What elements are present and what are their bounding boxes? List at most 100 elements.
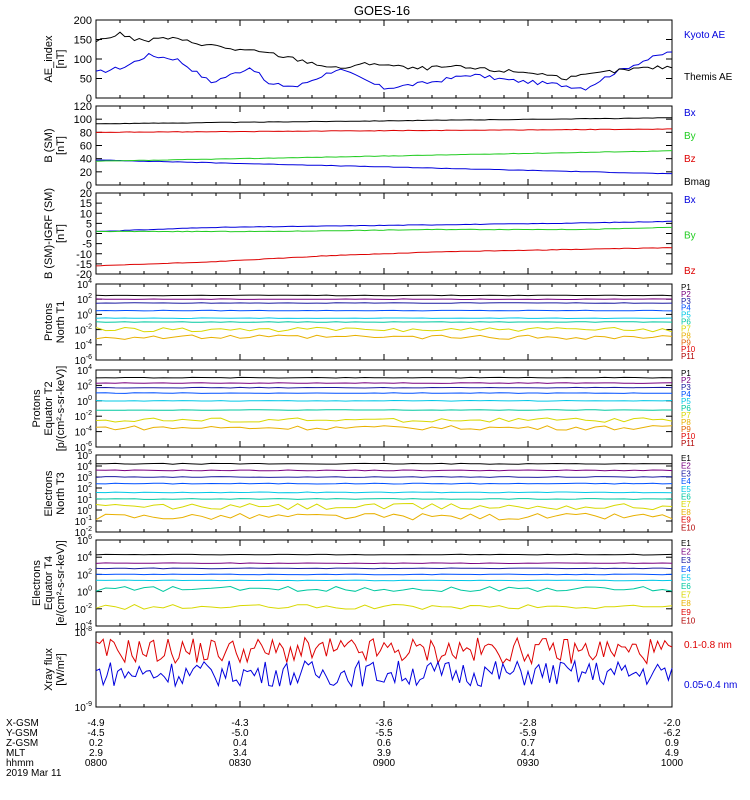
- channel-label: E6: [681, 582, 691, 591]
- channel-label: P5: [681, 397, 691, 406]
- channel-label: P10: [681, 432, 696, 441]
- y-tick-label: -15: [76, 259, 92, 271]
- channel-label: E3: [681, 556, 691, 565]
- y-tick-label: 10-9: [75, 701, 92, 714]
- y-axis-label: [e/(cm²-s-sr-keV)]: [55, 540, 67, 626]
- x-tick-label: -6.2: [663, 728, 681, 739]
- panel-frame: [95, 454, 673, 533]
- channel-line-p1: [95, 294, 673, 297]
- channel-line-e6: [95, 498, 673, 500]
- x-tick-label: -2.8: [519, 718, 537, 729]
- x-tick-label: 0.2: [89, 738, 103, 749]
- y-axis-label: Equator T4: [43, 556, 55, 610]
- y-axis-label: Equator T2: [43, 381, 55, 435]
- x-row-label: hhmm: [6, 758, 34, 769]
- y-axis-label: [p/(cm²-s-sr-keV)]: [55, 366, 67, 452]
- x-tick-label: -5.0: [231, 728, 249, 739]
- panel-frame: [95, 369, 673, 448]
- y-tick-label: 106: [77, 534, 92, 547]
- x-row-label: Z-GSM: [6, 738, 38, 749]
- y-axis-label: [nT]: [55, 50, 67, 69]
- y-tick-label: 102: [77, 293, 92, 306]
- y-tick-label: -5: [82, 239, 92, 251]
- channel-label: E2: [681, 548, 691, 557]
- channel-label: P6: [681, 318, 691, 327]
- series-line-bx: [95, 159, 672, 175]
- legend-entry: By: [684, 231, 696, 242]
- x-tick-label: -4.3: [231, 718, 249, 729]
- series-line-bx: [95, 220, 672, 232]
- channel-label: P7: [681, 411, 691, 420]
- y-tick-label: 120: [74, 101, 92, 113]
- channel-line-p8: [95, 425, 673, 431]
- legend-entry: Themis AE: [684, 72, 733, 83]
- y-axis-label: Electrons: [43, 470, 55, 516]
- channel-line-p5: [95, 399, 673, 402]
- channel-label: E5: [681, 573, 691, 582]
- channel-label: P3: [681, 297, 691, 306]
- y-axis-label: Xray flux: [43, 648, 55, 691]
- channel-label: P9: [681, 425, 691, 434]
- y-tick-label: 10-4: [75, 426, 92, 439]
- channel-label: P11: [681, 439, 695, 448]
- x-tick-label: 0.6: [377, 738, 391, 749]
- x-tick-label: 4.9: [665, 748, 679, 759]
- channel-label: P8: [681, 418, 691, 427]
- legend-entry: Bz: [684, 154, 696, 165]
- panel-frame: [95, 19, 673, 99]
- channel-line-e5: [95, 579, 673, 582]
- x-tick-label: 0.9: [665, 738, 679, 749]
- channel-line-p4: [95, 392, 673, 394]
- y-axis-label: AE_index: [43, 35, 55, 83]
- channel-label: E9: [681, 608, 691, 617]
- y-tick-label: 200: [74, 15, 92, 27]
- y-tick-label: 50: [80, 74, 92, 86]
- legend-entry: By: [684, 131, 696, 142]
- x-tick-label: 3.4: [233, 748, 247, 759]
- x-tick-label: 0930: [517, 758, 540, 769]
- channel-line-p3: [95, 302, 673, 304]
- channel-line-e8: [95, 512, 673, 521]
- y-tick-label: 10-2: [75, 603, 92, 616]
- panel-frame: [95, 105, 673, 186]
- x-tick-label: -5.9: [519, 728, 537, 739]
- channel-line-p3: [95, 386, 673, 389]
- channel-line-e3: [95, 567, 673, 570]
- x-tick-label: 0900: [373, 758, 396, 769]
- y-axis-label: [W/m²]: [55, 653, 67, 685]
- x-tick-label: 1000: [661, 758, 684, 769]
- y-tick-label: 40: [80, 154, 92, 166]
- y-axis-label: North T3: [55, 472, 67, 515]
- series-line-themis-ae: [95, 31, 673, 81]
- y-tick-label: 100: [77, 586, 92, 599]
- channel-line-p8: [95, 334, 673, 340]
- channel-line-e7: [95, 603, 673, 610]
- x-tick-label: 0800: [85, 758, 108, 769]
- y-tick-label: -10: [76, 249, 92, 261]
- y-tick-label: 0: [86, 93, 92, 105]
- y-tick-label: 80: [80, 127, 92, 139]
- y-tick-label: 102: [77, 568, 92, 581]
- y-tick-label: 10: [80, 208, 92, 220]
- channel-label: P4: [681, 390, 691, 399]
- y-tick-label: 150: [74, 35, 92, 47]
- chart-title: GOES-16: [354, 3, 410, 18]
- channel-label: E10: [681, 616, 696, 625]
- channel-line-e3: [95, 476, 673, 478]
- y-tick-label: 102: [77, 379, 92, 392]
- y-tick-label: 100: [77, 308, 92, 321]
- y-tick-label: 10-4: [75, 339, 92, 352]
- x-row-label: 2019 Mar 11: [6, 768, 62, 779]
- y-tick-label: 60: [80, 141, 92, 153]
- channel-label: E2: [681, 462, 691, 471]
- channel-label: P1: [681, 283, 691, 292]
- y-tick-label: 10-8: [75, 626, 92, 639]
- legend-entry: 0.05-0.4 nm: [684, 680, 737, 691]
- y-axis-label: Protons: [31, 389, 43, 427]
